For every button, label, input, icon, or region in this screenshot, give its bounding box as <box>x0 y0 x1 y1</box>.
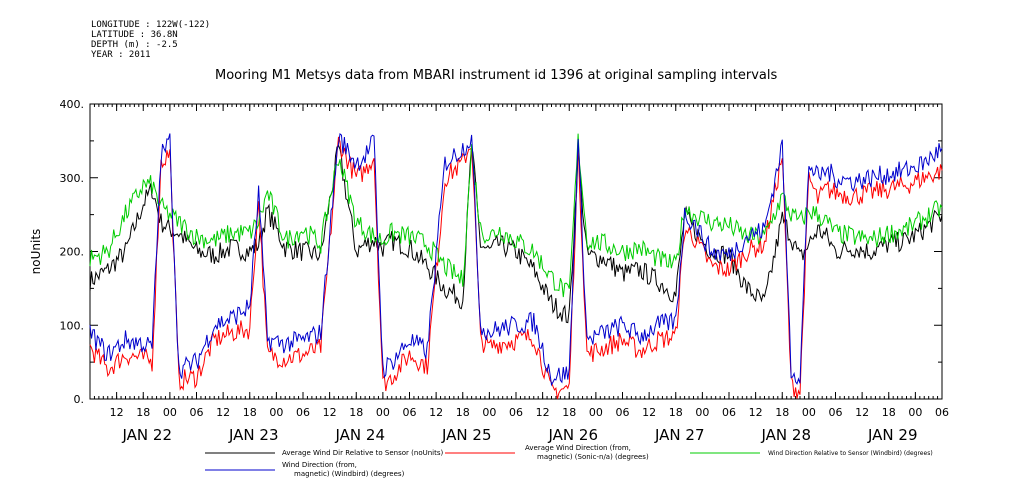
legend-label-line2-3: magnetic) (Windbird) (degrees) <box>294 470 405 478</box>
x-tick-label: 06 <box>296 406 310 419</box>
x-day-label: JAN 23 <box>228 426 279 444</box>
x-tick-label: 18 <box>136 406 150 419</box>
x-tick-label: 00 <box>376 406 390 419</box>
x-tick-label: 06 <box>829 406 843 419</box>
y-axis-label: noUnits <box>29 229 43 275</box>
x-tick-label: 18 <box>775 406 789 419</box>
x-tick-label: 00 <box>163 406 177 419</box>
x-tick-label: 06 <box>403 406 417 419</box>
x-tick-label: 12 <box>110 406 124 419</box>
x-tick-label: 06 <box>190 406 204 419</box>
plot-frame <box>89 103 943 400</box>
y-tick-label: 300. <box>60 172 85 185</box>
metadata-header: LONGITUDE : 122W(-122) LATITUDE : 36.8N … <box>91 20 210 60</box>
y-tick-label: 0. <box>74 393 85 406</box>
legend-label-3: Wind Direction (from, <box>282 461 357 469</box>
x-day-label: JAN 26 <box>548 426 599 444</box>
x-tick-label: 18 <box>243 406 257 419</box>
x-tick-label: 00 <box>589 406 603 419</box>
y-tick-label: 200. <box>60 246 85 259</box>
x-day-label: JAN 27 <box>654 426 705 444</box>
x-tick-label: 06 <box>935 406 949 419</box>
latitude-label: LATITUDE : 36.8N <box>91 30 178 40</box>
y-tick-label: 100. <box>60 319 85 332</box>
series-line-3 <box>89 132 943 387</box>
x-tick-label: 18 <box>882 406 896 419</box>
legend-label-0: Average Wind Dir Relative to Sensor (noU… <box>282 449 443 457</box>
x-tick-label: 00 <box>908 406 922 419</box>
x-tick-label: 12 <box>536 406 550 419</box>
x-tick-label: 12 <box>323 406 337 419</box>
x-tick-label: 18 <box>669 406 683 419</box>
legend-label-line2-1: magnetic) (Sonic-n/a) (degrees) <box>537 453 649 461</box>
legend-label-2: Wind Direction Relative to Sensor (Windb… <box>768 450 933 457</box>
chart-title: Mooring M1 Metsys data from MBARI instru… <box>215 68 778 83</box>
x-tick-label: 12 <box>429 406 443 419</box>
x-tick-label: 12 <box>216 406 230 419</box>
x-day-label: JAN 29 <box>867 426 918 444</box>
series-line-2 <box>89 133 943 298</box>
x-tick-label: 18 <box>349 406 363 419</box>
x-tick-label: 18 <box>456 406 470 419</box>
x-day-label: JAN 24 <box>335 426 386 444</box>
legend-label-1: Average Wind Direction (from, <box>525 444 631 452</box>
x-tick-label: 12 <box>855 406 869 419</box>
x-tick-label: 06 <box>509 406 523 419</box>
x-day-label: JAN 28 <box>761 426 812 444</box>
y-tick-label: 400. <box>60 98 85 111</box>
x-tick-label: 18 <box>562 406 576 419</box>
x-tick-label: 00 <box>269 406 283 419</box>
x-tick-label: 06 <box>616 406 630 419</box>
year-label: YEAR : 2011 <box>91 50 151 60</box>
x-tick-label: 12 <box>749 406 763 419</box>
x-tick-label: 00 <box>482 406 496 419</box>
x-tick-label: 00 <box>695 406 709 419</box>
series-line-1 <box>89 136 943 400</box>
x-tick-label: 00 <box>802 406 816 419</box>
x-day-label: JAN 22 <box>122 426 173 444</box>
longitude-label: LONGITUDE : 122W(-122) <box>91 20 211 30</box>
series-line-0 <box>89 144 943 324</box>
depth-label: DEPTH (m) : -2.5 <box>91 40 178 50</box>
x-day-label: JAN 25 <box>441 426 492 444</box>
x-tick-label: 12 <box>642 406 656 419</box>
x-tick-label: 06 <box>722 406 736 419</box>
